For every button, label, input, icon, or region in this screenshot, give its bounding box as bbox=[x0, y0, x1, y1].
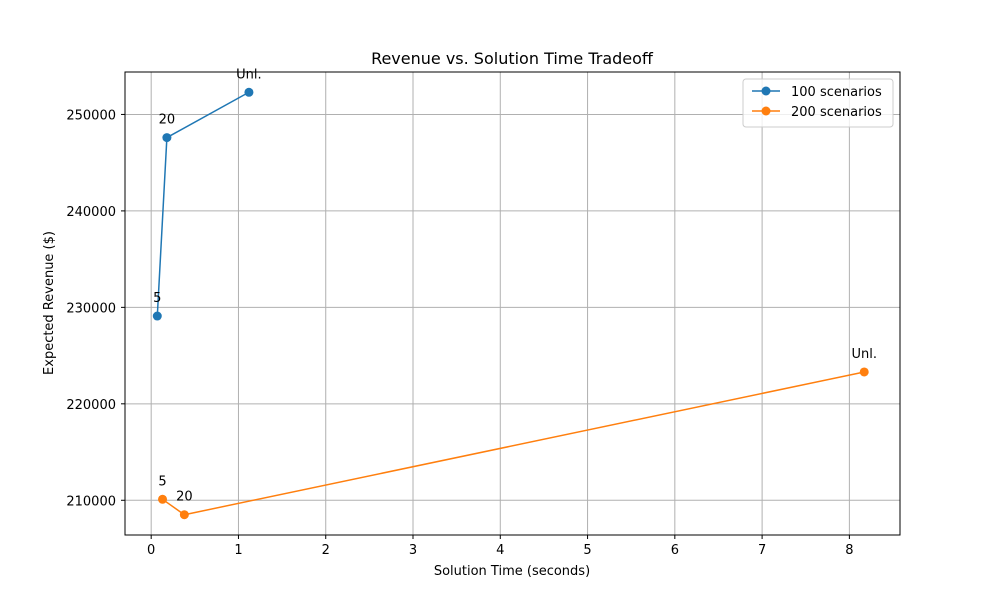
legend-label: 200 scenarios bbox=[791, 105, 882, 120]
legend-swatch-marker bbox=[761, 106, 771, 116]
x-axis-label: Solution Time (seconds) bbox=[434, 564, 590, 579]
legend: 100 scenarios 200 scenarios bbox=[742, 78, 894, 128]
y-axis: 210000 220000 230000 240000 250000 bbox=[66, 108, 125, 509]
x-tick-label: 4 bbox=[496, 543, 504, 558]
point-label: 5 bbox=[158, 474, 166, 489]
y-tick-label: 250000 bbox=[66, 108, 116, 123]
grid bbox=[125, 72, 900, 535]
plot-area bbox=[152, 87, 869, 520]
data-point bbox=[158, 494, 168, 504]
point-annotations: 5 20 Unl. 5 20 Unl. bbox=[153, 67, 877, 504]
legend-label: 100 scenarios bbox=[791, 85, 882, 100]
data-point bbox=[179, 510, 189, 520]
x-tick-label: 5 bbox=[583, 543, 591, 558]
point-label: Unl. bbox=[236, 67, 262, 82]
axes-frame bbox=[124, 71, 901, 536]
y-tick-label: 210000 bbox=[66, 494, 116, 509]
legend-swatch-marker bbox=[761, 86, 771, 96]
x-tick-label: 1 bbox=[234, 543, 242, 558]
data-point bbox=[152, 311, 162, 321]
x-tick-label: 7 bbox=[758, 543, 766, 558]
y-tick-label: 220000 bbox=[66, 398, 116, 413]
data-point bbox=[244, 87, 254, 97]
legend-box bbox=[742, 78, 894, 128]
chart-title: Revenue vs. Solution Time Tradeoff bbox=[371, 49, 654, 68]
point-label: 20 bbox=[176, 490, 193, 505]
y-tick-label: 240000 bbox=[66, 205, 116, 220]
point-label: 20 bbox=[159, 113, 176, 128]
x-tick-label: 6 bbox=[671, 543, 679, 558]
y-tick-label: 230000 bbox=[66, 301, 116, 316]
x-tick-label: 0 bbox=[147, 543, 155, 558]
x-tick-label: 8 bbox=[845, 543, 853, 558]
point-label: Unl. bbox=[851, 347, 877, 362]
data-point bbox=[859, 367, 869, 377]
y-axis-label: Expected Revenue ($) bbox=[42, 231, 57, 375]
point-label: 5 bbox=[153, 291, 161, 306]
data-point bbox=[162, 133, 172, 143]
x-axis: 0 1 2 3 4 5 6 7 8 bbox=[147, 535, 854, 558]
x-tick-label: 3 bbox=[409, 543, 417, 558]
x-tick-label: 2 bbox=[322, 543, 330, 558]
